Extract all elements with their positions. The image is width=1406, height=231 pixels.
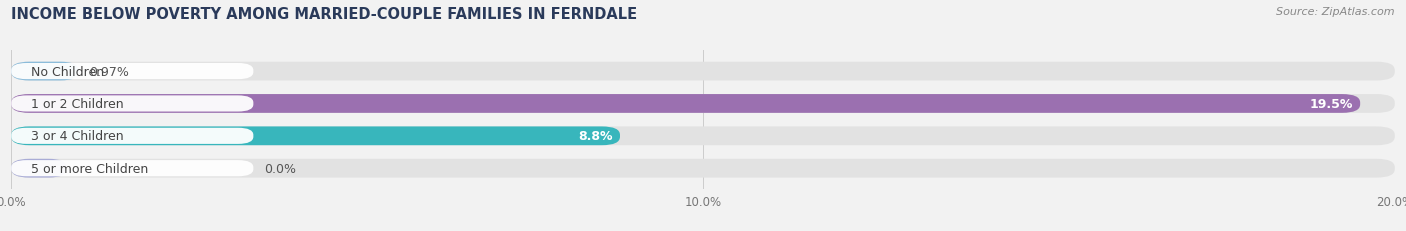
- FancyBboxPatch shape: [11, 128, 253, 144]
- Text: 5 or more Children: 5 or more Children: [31, 162, 148, 175]
- FancyBboxPatch shape: [11, 95, 1395, 113]
- Text: 3 or 4 Children: 3 or 4 Children: [31, 130, 124, 143]
- FancyBboxPatch shape: [11, 127, 1395, 146]
- FancyBboxPatch shape: [11, 161, 253, 176]
- Text: 0.97%: 0.97%: [90, 65, 129, 78]
- FancyBboxPatch shape: [11, 95, 1360, 113]
- FancyBboxPatch shape: [11, 62, 79, 81]
- FancyBboxPatch shape: [11, 159, 1395, 178]
- Text: 0.0%: 0.0%: [264, 162, 297, 175]
- Text: 1 or 2 Children: 1 or 2 Children: [31, 97, 124, 110]
- FancyBboxPatch shape: [11, 62, 1395, 81]
- Text: No Children: No Children: [31, 65, 104, 78]
- FancyBboxPatch shape: [11, 64, 253, 80]
- Text: INCOME BELOW POVERTY AMONG MARRIED-COUPLE FAMILIES IN FERNDALE: INCOME BELOW POVERTY AMONG MARRIED-COUPL…: [11, 7, 637, 22]
- FancyBboxPatch shape: [11, 159, 66, 178]
- Text: 8.8%: 8.8%: [579, 130, 613, 143]
- Text: Source: ZipAtlas.com: Source: ZipAtlas.com: [1277, 7, 1395, 17]
- FancyBboxPatch shape: [11, 96, 253, 112]
- Text: 19.5%: 19.5%: [1310, 97, 1353, 110]
- FancyBboxPatch shape: [11, 127, 620, 146]
